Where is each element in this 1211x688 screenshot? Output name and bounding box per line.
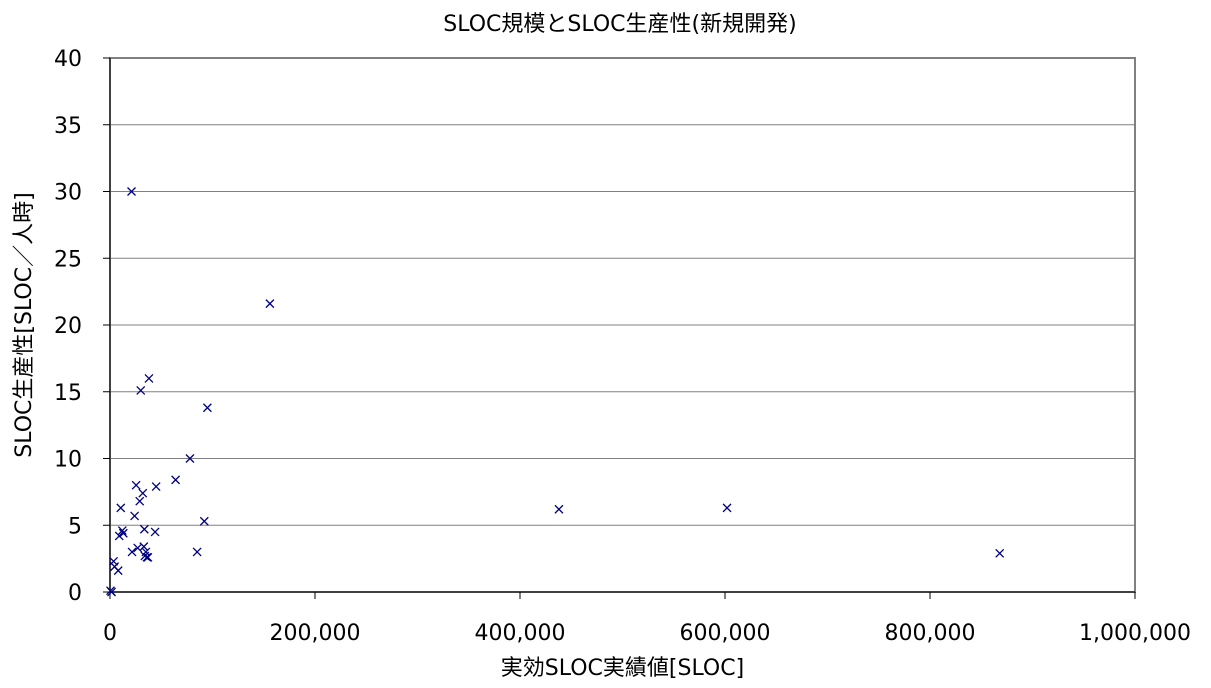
data-point-marker bbox=[150, 527, 160, 537]
data-point-marker bbox=[142, 552, 152, 562]
data-point-marker bbox=[265, 299, 275, 309]
data-point-marker bbox=[109, 556, 119, 566]
data-point-marker bbox=[136, 385, 146, 395]
y-axis-label: SLOC生産性[SLOC／人時] bbox=[12, 192, 37, 458]
x-tick-label: 600,000 bbox=[680, 621, 771, 646]
data-point-marker bbox=[143, 552, 153, 562]
y-tick-label: 35 bbox=[54, 114, 82, 139]
data-point-marker bbox=[135, 496, 145, 506]
data-point-marker bbox=[185, 454, 195, 463]
chart-title: SLOC規模とSLOC生産性(新規開発) bbox=[443, 12, 797, 37]
data-point-marker bbox=[116, 503, 126, 513]
data-point-marker bbox=[202, 403, 212, 413]
x-axis-label: 実効SLOC実績値[SLOC] bbox=[500, 656, 745, 681]
data-point-marker bbox=[139, 524, 149, 534]
data-point-marker bbox=[130, 511, 140, 521]
y-tick-label: 40 bbox=[54, 47, 82, 72]
data-point-marker bbox=[127, 187, 136, 196]
data-point-marker bbox=[554, 504, 564, 514]
data-point-marker bbox=[141, 547, 151, 557]
x-tick-label: 800,000 bbox=[885, 621, 976, 646]
x-tick-label: 0 bbox=[103, 621, 117, 646]
data-point-marker bbox=[131, 480, 141, 490]
x-tick-label: 200,000 bbox=[270, 621, 361, 646]
data-point-marker bbox=[127, 547, 137, 557]
y-tick-label: 30 bbox=[54, 181, 82, 206]
data-point-marker bbox=[117, 526, 127, 536]
data-point-marker bbox=[171, 475, 181, 485]
x-tick-label: 1,000,000 bbox=[1079, 621, 1191, 646]
x-axis-ticks: 0 200,000 400,000 600,000 800,000 1,000,000 bbox=[103, 592, 1191, 646]
data-point-marker bbox=[113, 566, 123, 576]
data-point-marker bbox=[151, 482, 161, 491]
x-tick-label: 400,000 bbox=[475, 621, 566, 646]
data-point-marker bbox=[199, 516, 209, 526]
grid-lines bbox=[110, 57, 1135, 526]
y-tick-label: 25 bbox=[54, 247, 82, 272]
y-axis-ticks: 0 5 10 15 20 25 30 35 40 bbox=[54, 47, 110, 606]
data-point-marker bbox=[138, 488, 148, 498]
data-point-marker bbox=[192, 547, 202, 557]
data-point-marker bbox=[722, 503, 732, 513]
y-tick-label: 0 bbox=[68, 581, 82, 606]
y-tick-label: 5 bbox=[68, 514, 82, 539]
y-tick-label: 10 bbox=[54, 448, 82, 473]
data-points bbox=[106, 187, 1005, 597]
data-point-marker bbox=[144, 373, 154, 383]
y-tick-label: 15 bbox=[54, 381, 82, 406]
data-point-marker bbox=[114, 531, 124, 541]
data-point-marker bbox=[118, 528, 128, 538]
data-point-marker bbox=[107, 587, 116, 597]
y-tick-label: 20 bbox=[54, 314, 82, 339]
data-point-marker bbox=[139, 542, 149, 552]
data-point-marker bbox=[995, 548, 1005, 558]
